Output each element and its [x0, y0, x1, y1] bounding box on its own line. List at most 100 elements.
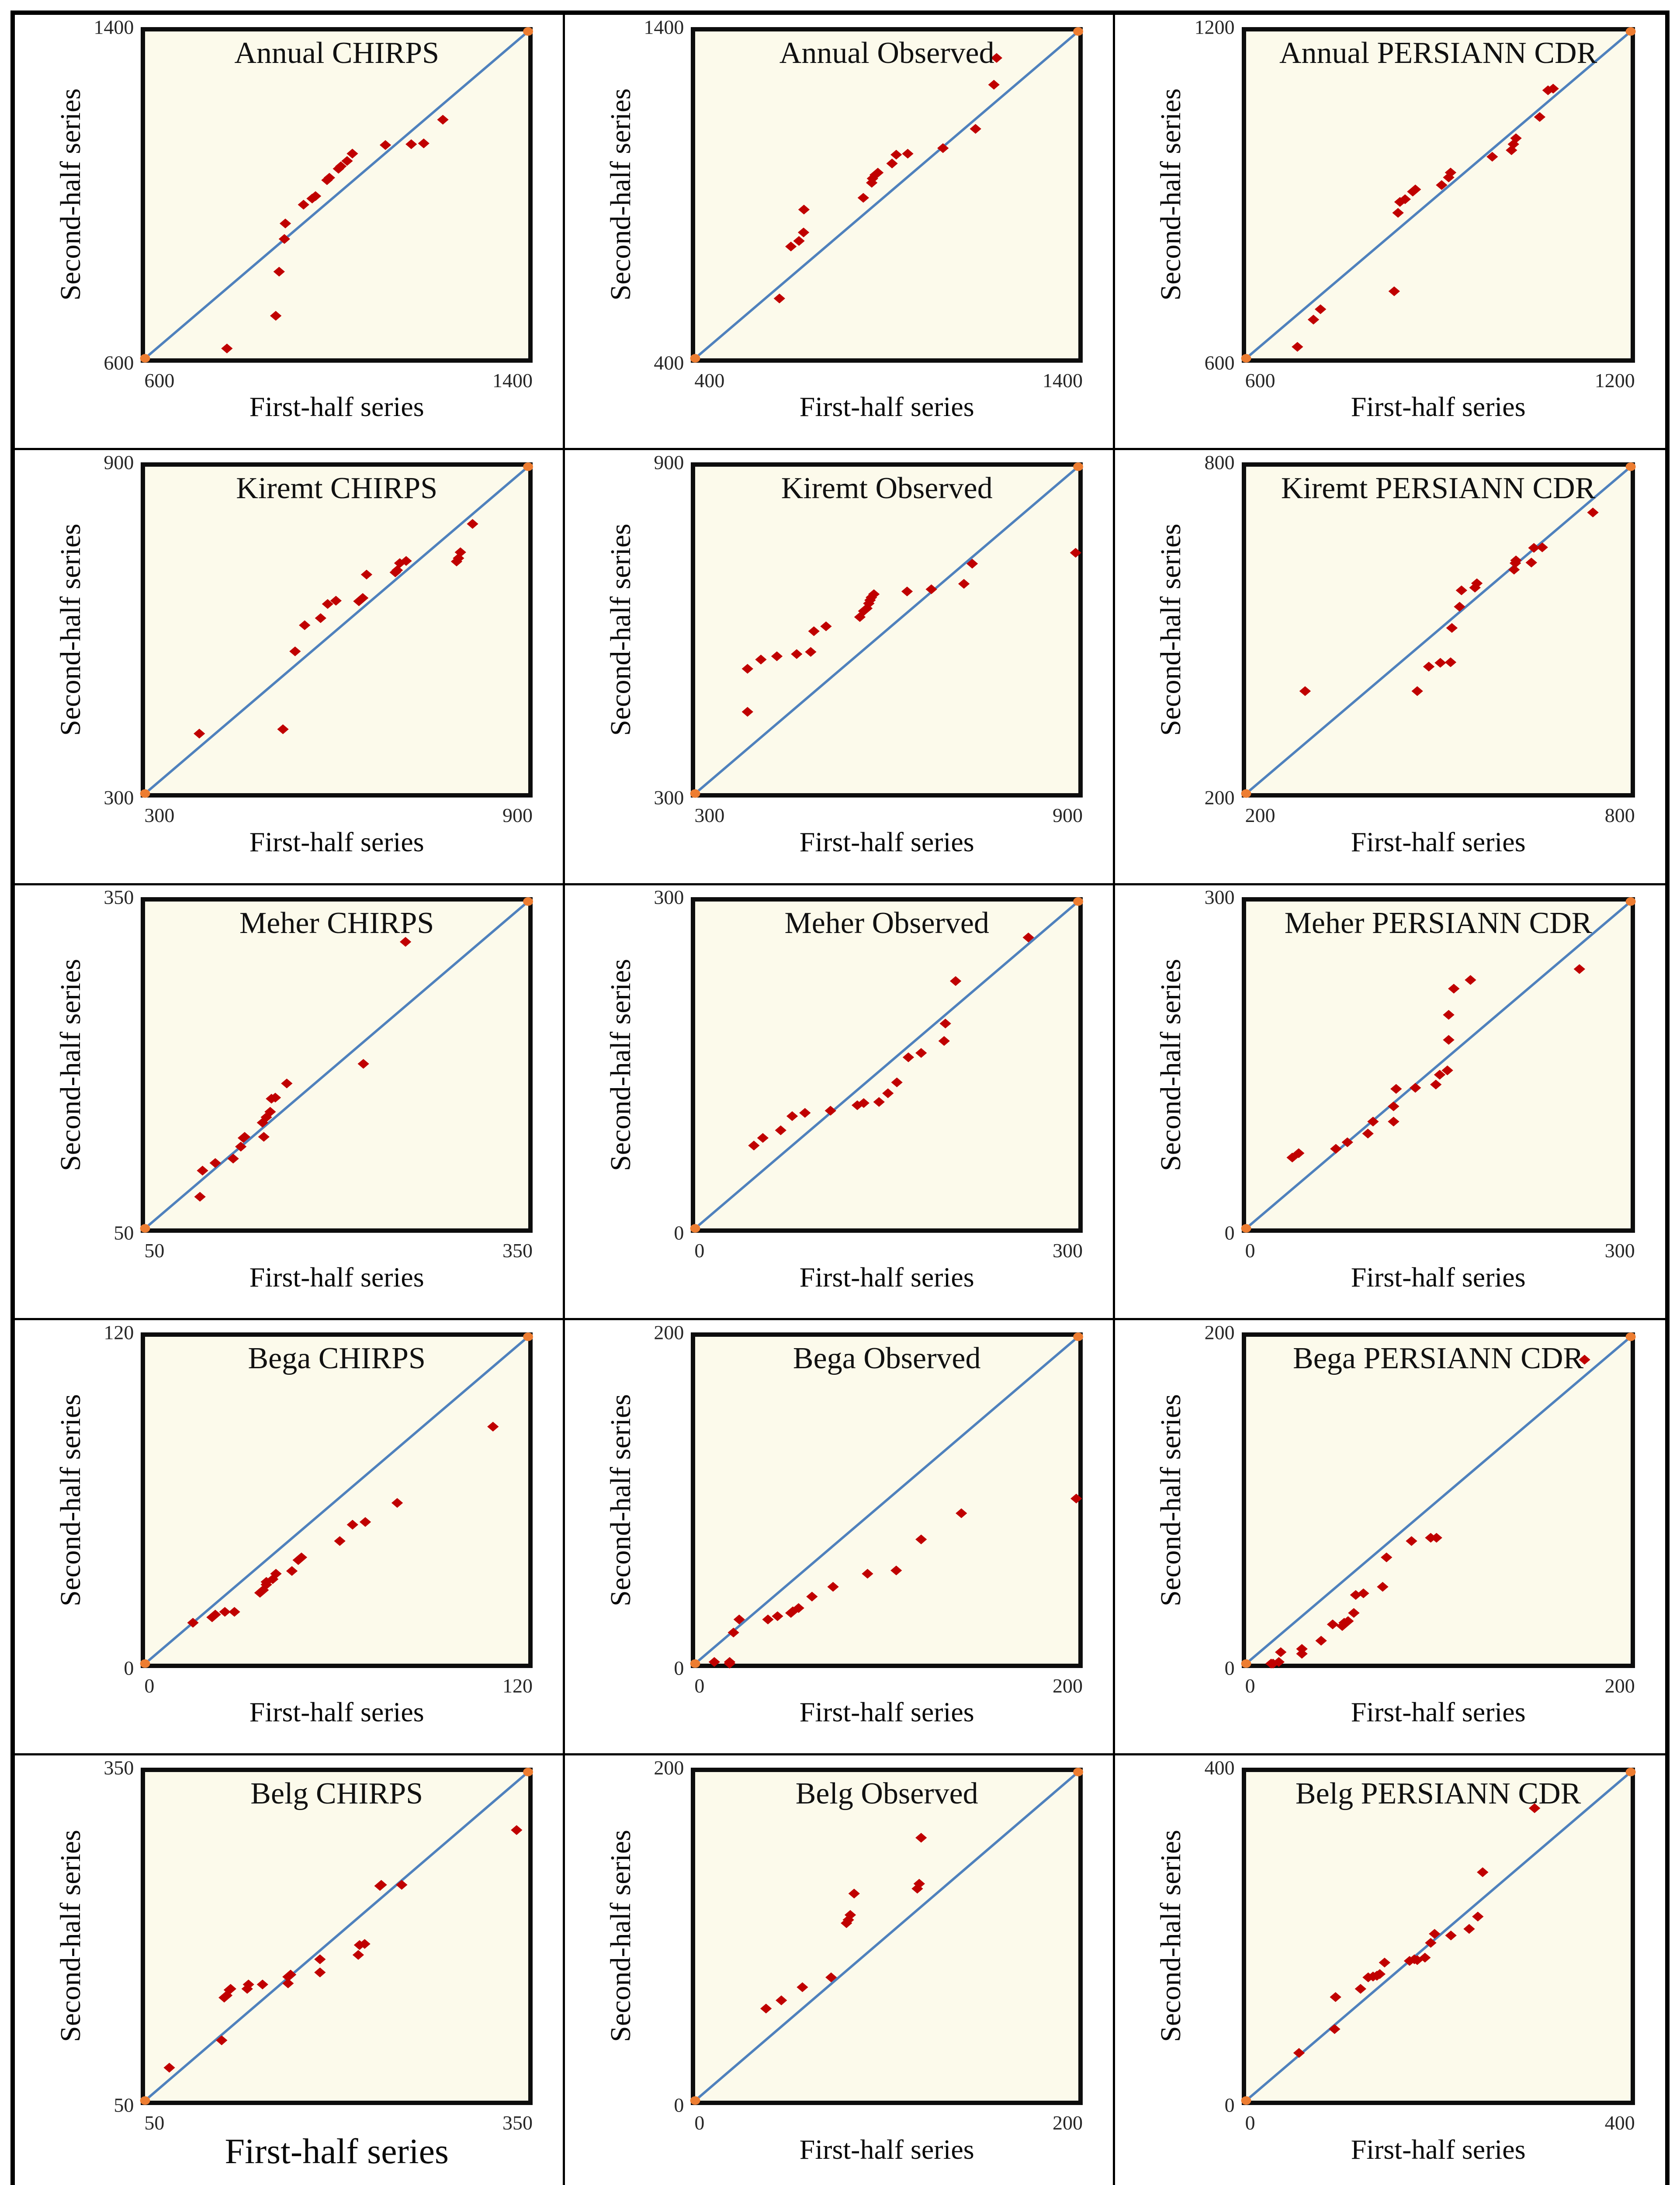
plot-area: Kiremt PERSIANN CDR	[1241, 462, 1636, 798]
data-points	[187, 1422, 499, 1628]
y-axis-label: Second-half series	[54, 1394, 87, 1606]
identity-line	[1245, 1336, 1632, 1665]
corner-dot-max	[1073, 897, 1084, 906]
x-axis-label: First-half series	[799, 1696, 974, 1728]
x-axis-label: First-half series	[249, 1696, 424, 1728]
corner-dot-max	[1073, 462, 1084, 471]
corner-dot-min	[690, 354, 700, 363]
x-axis-label: First-half series	[1351, 2133, 1526, 2165]
scatter-panel: Second-half series 1400 400 400 1400 Fir…	[565, 15, 1115, 450]
identity-line	[144, 901, 530, 1230]
corner-dot-min	[690, 2096, 700, 2105]
identity-line	[694, 1771, 1080, 2102]
plot-title: Kiremt PERSIANN CDR	[1281, 471, 1596, 505]
corner-dot-max	[1073, 27, 1084, 36]
plot-area: Bega CHIRPS	[140, 1332, 533, 1668]
corner-dot-max	[1625, 1768, 1636, 1776]
x-min-tick: 200	[1245, 804, 1275, 827]
plot-area: Belg Observed	[690, 1768, 1084, 2105]
plot-area: Annual CHIRPS	[140, 27, 533, 363]
x-axis-label: First-half series	[249, 826, 424, 857]
scatter-panel: Second-half series 900 300 300 900 First…	[15, 450, 565, 885]
x-min-tick: 600	[144, 369, 175, 392]
plot-area: Meher Observed	[690, 897, 1084, 1233]
scatter-panel: Second-half series 300 0 0 300 First-hal…	[1115, 885, 1665, 1321]
x-max-tick: 800	[1604, 804, 1635, 827]
y-min-tick: 400	[654, 351, 684, 374]
identity-line	[144, 465, 530, 794]
identity-line	[694, 30, 1080, 359]
data-points	[194, 519, 479, 739]
figure-frame: Second-half series 1400 600 600 1400 Fir…	[10, 10, 1670, 2185]
y-max-tick: 900	[104, 451, 134, 474]
plot-title: Meher PERSIANN CDR	[1284, 906, 1592, 940]
x-axis-label: First-half series	[1351, 826, 1526, 857]
corner-dot-min	[140, 1224, 150, 1233]
x-max-tick: 900	[1053, 804, 1083, 827]
x-min-tick: 0	[694, 1675, 705, 1697]
y-min-tick: 0	[674, 2094, 684, 2116]
identity-line	[144, 1336, 530, 1665]
scatter-canvas	[690, 27, 1084, 363]
x-max-tick: 120	[502, 1675, 533, 1697]
x-axis-label: First-half series	[799, 826, 974, 857]
data-points	[1291, 83, 1559, 352]
y-min-tick: 0	[674, 1221, 684, 1244]
y-max-tick: 1400	[94, 16, 134, 38]
y-min-tick: 0	[1224, 1221, 1235, 1244]
y-min-tick: 50	[114, 2094, 134, 2116]
identity-line	[694, 1336, 1080, 1665]
x-max-tick: 900	[502, 804, 533, 827]
y-axis-label: Second-half series	[1155, 524, 1187, 736]
corner-dot-max	[1625, 897, 1636, 906]
y-max-tick: 1400	[644, 16, 684, 38]
y-min-tick: 200	[1204, 786, 1235, 809]
scatter-canvas	[140, 1768, 533, 2105]
corner-dot-min	[690, 1224, 700, 1233]
y-min-tick: 0	[674, 1657, 684, 1679]
x-max-tick: 400	[1604, 2111, 1635, 2134]
y-max-tick: 400	[1204, 1756, 1235, 1779]
y-max-tick: 350	[104, 1756, 134, 1779]
y-axis-label: Second-half series	[54, 1830, 87, 2043]
y-axis-label: Second-half series	[604, 88, 637, 301]
corner-dot-min	[690, 789, 700, 798]
plot-area: Meher CHIRPS	[140, 897, 533, 1233]
scatter-panel: Second-half series 120 0 0 120 First-hal…	[15, 1320, 565, 1756]
y-min-tick: 600	[1204, 351, 1235, 374]
x-min-tick: 0	[1245, 1675, 1255, 1697]
corner-dot-min	[1241, 354, 1251, 363]
y-axis-label: Second-half series	[1155, 1830, 1187, 2043]
identity-line	[694, 901, 1080, 1230]
corner-dot-max	[1625, 462, 1636, 471]
y-min-tick: 0	[124, 1657, 134, 1679]
plot-title: Belg Observed	[795, 1777, 978, 1811]
corner-dot-max	[523, 27, 533, 36]
x-max-tick: 350	[502, 2111, 533, 2134]
x-min-tick: 0	[1245, 1239, 1255, 1262]
plot-title: Belg CHIRPS	[250, 1777, 423, 1811]
corner-dot-max	[523, 897, 533, 906]
data-points	[709, 1494, 1082, 1669]
identity-line	[1245, 30, 1632, 359]
plot-area: Bega PERSIANN CDR	[1241, 1332, 1636, 1669]
corner-dot-max	[523, 462, 533, 471]
plot-title: Bega PERSIANN CDR	[1293, 1342, 1584, 1376]
corner-dot-min	[140, 789, 150, 798]
corner-dot-min	[140, 354, 150, 363]
scatter-grid: Second-half series 1400 600 600 1400 Fir…	[15, 15, 1665, 2185]
identity-line	[694, 465, 1080, 794]
identity-line	[144, 1771, 530, 2102]
x-max-tick: 300	[1053, 1239, 1083, 1262]
identity-line	[144, 30, 530, 359]
scatter-canvas	[690, 897, 1084, 1233]
y-max-tick: 350	[104, 886, 134, 909]
y-axis-label: Second-half series	[54, 958, 87, 1171]
plot-area: Belg PERSIANN CDR	[1241, 1768, 1636, 2105]
scatter-panel: Second-half series 200 0 0 200 First-hal…	[565, 1320, 1115, 1756]
scatter-canvas	[140, 897, 533, 1233]
identity-line	[1245, 465, 1632, 794]
scatter-canvas	[140, 462, 533, 798]
x-axis-label: First-half series	[799, 2133, 974, 2165]
